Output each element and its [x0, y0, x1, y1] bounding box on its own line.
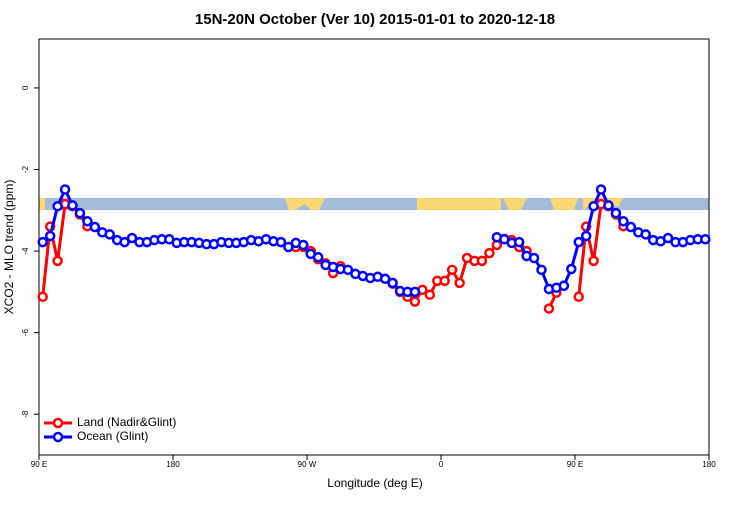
data-point: [298, 239, 309, 251]
data-point: [44, 230, 56, 242]
x-tick-label: 0: [439, 460, 444, 469]
data-point: [409, 286, 421, 298]
data-point: [59, 184, 71, 195]
legend-marker: [52, 431, 64, 443]
data-point: [588, 255, 599, 267]
data-point: [82, 216, 93, 227]
data-point: [387, 277, 398, 289]
legend-marker: [52, 417, 64, 429]
y-tick-label: -4: [21, 247, 30, 255]
data-point: [536, 264, 547, 276]
chart-title: 15N-20N October (Ver 10) 2015-01-01 to 2…: [195, 11, 555, 28]
x-tick-label: 180: [166, 460, 180, 469]
x-tick-label: 90 W: [298, 460, 317, 469]
data-point: [573, 236, 584, 248]
data-point: [476, 255, 488, 267]
data-point: [89, 221, 101, 233]
y-tick-label: 0: [21, 85, 30, 90]
data-point: [618, 216, 629, 227]
x-tick-label: 90 E: [567, 460, 583, 469]
data-point: [409, 296, 421, 307]
data-point: [104, 229, 115, 240]
y-axis-label: XCO2 - MLO trend (ppm): [2, 180, 16, 315]
data-point: [566, 263, 577, 275]
data-point: [37, 236, 48, 248]
land-mask-strip: [39, 198, 709, 210]
data-point: [67, 200, 78, 211]
data-point: [454, 277, 465, 289]
y-tick-label: -2: [21, 165, 30, 173]
data-point: [662, 232, 674, 244]
legend: [42, 415, 192, 451]
data-point: [595, 184, 607, 195]
data-point: [640, 229, 651, 240]
data-point: [610, 207, 622, 219]
legend-label: Land (Nadir&Glint): [77, 415, 176, 429]
data-point: [528, 252, 540, 264]
data-point: [283, 241, 294, 253]
x-axis-label: Longitude (deg E): [327, 476, 422, 490]
data-point: [439, 275, 450, 287]
data-point: [37, 291, 48, 303]
data-point: [603, 200, 614, 211]
data-point: [513, 236, 525, 248]
data-point: [625, 221, 637, 233]
data-point: [379, 273, 391, 285]
data-point: [52, 200, 63, 212]
data-point: [342, 264, 354, 276]
data-point: [573, 291, 584, 303]
data-point: [543, 303, 555, 314]
plot-frame: [38, 38, 710, 456]
data-point: [558, 280, 570, 291]
data-point: [312, 251, 324, 263]
data-point: [74, 207, 86, 219]
data-point: [52, 255, 63, 267]
data-point: [126, 232, 138, 244]
data-point: [700, 234, 711, 245]
legend-box: [42, 415, 192, 451]
x-tick-label: 180: [702, 460, 716, 469]
data-point: [484, 247, 495, 259]
data-point: [446, 264, 458, 276]
data-point: [119, 236, 130, 248]
data-point: [424, 289, 436, 300]
x-tick-label: 90 E: [31, 460, 47, 469]
data-point: [588, 200, 599, 212]
y-tick-label: -6: [21, 329, 30, 337]
data-point: [580, 230, 592, 242]
data-point: [275, 236, 287, 248]
legend-label: Ocean (Glint): [77, 429, 148, 443]
y-tick-label: -8: [21, 410, 30, 418]
